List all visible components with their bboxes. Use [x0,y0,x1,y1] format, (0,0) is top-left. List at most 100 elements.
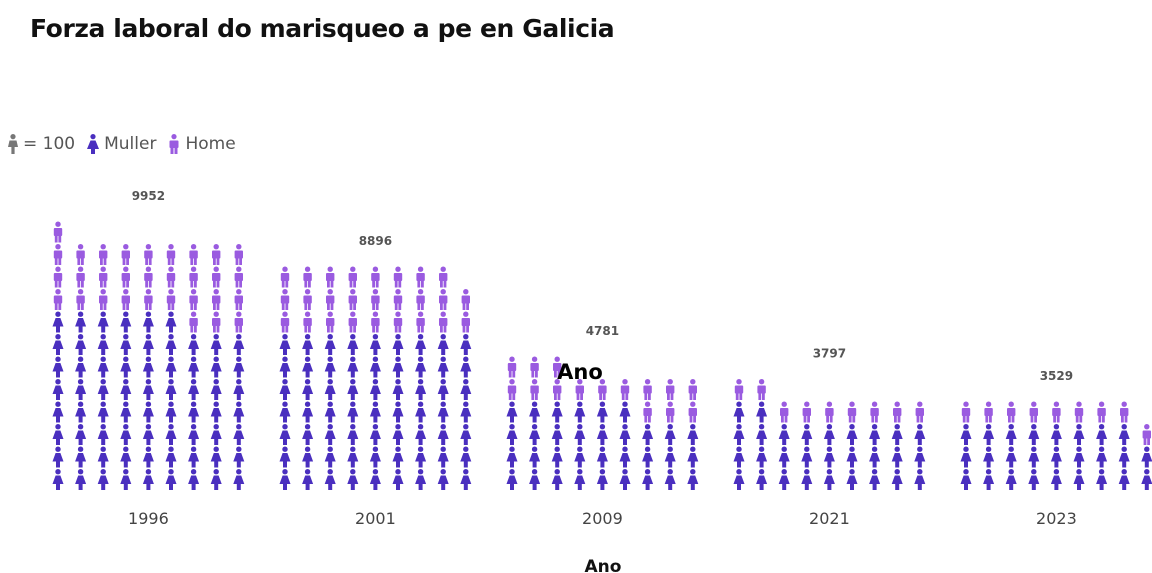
woman-icon [302,424,314,445]
woman-icon [664,469,676,490]
woman-icon [324,469,336,490]
woman-icon [52,469,64,490]
category-label-2023: 2023 [1036,509,1077,528]
woman-icon [415,424,427,445]
woman-icon [1118,469,1130,490]
woman-icon [415,446,427,468]
total-label-2009: 4781 [586,324,619,338]
woman-icon [233,356,245,378]
man-icon [53,221,63,243]
woman-icon [210,334,222,355]
woman-icon [1050,469,1062,490]
category-label-2009: 2009 [582,509,623,528]
woman-icon [120,469,132,490]
man-icon [553,379,562,400]
man-icon [393,311,403,333]
woman-icon [823,469,835,490]
woman-icon [437,424,449,445]
woman-icon [120,334,132,355]
woman-icon [279,356,291,378]
man-icon [76,266,85,288]
woman-icon [551,424,563,445]
woman-icon [529,424,541,445]
woman-icon [846,424,858,445]
woman-icon [279,334,291,355]
woman-icon [756,424,768,445]
woman-icon [188,424,200,445]
man-icon [825,401,834,423]
woman-icon [596,424,608,445]
woman-icon [347,356,359,378]
woman-icon [891,469,903,490]
man-icon [393,266,403,288]
legend-unit: = 100 [8,134,75,154]
woman-icon [87,134,100,154]
woman-icon [142,311,154,333]
man-icon [1007,401,1016,423]
legend-item-home[interactable]: Home [168,134,236,154]
man-icon [416,266,425,288]
man-icon [734,379,744,400]
woman-icon [392,424,404,445]
woman-icon [165,469,177,490]
man-icon [303,289,312,310]
woman-icon [75,334,87,355]
woman-icon [324,401,336,423]
man-icon [598,379,607,400]
woman-icon [324,334,336,355]
man-icon [643,401,652,423]
woman-icon [347,401,359,423]
man-icon [169,134,179,154]
woman-icon [1096,424,1108,445]
woman-icon [188,379,200,400]
woman-icon [52,334,64,355]
group-2001: 8896 2001 [279,234,472,528]
woman-icon [778,446,790,468]
woman-icon [279,446,291,468]
woman-icon [869,446,881,468]
woman-icon [415,401,427,423]
man-icon [530,356,539,378]
man-icon [212,289,221,310]
man-icon [666,401,675,423]
man-icon [348,289,357,310]
woman-icon [619,401,631,423]
man-icon [461,289,470,310]
man-icon [121,244,130,265]
woman-icon [75,446,87,468]
woman-icon [823,424,835,445]
man-icon [643,379,652,400]
man-icon [303,311,312,333]
woman-icon [210,424,222,445]
man-icon [189,244,198,265]
man-icon [212,266,221,288]
woman-icon [97,469,109,490]
legend-label-home: Home [185,134,236,154]
man-icon [757,379,766,400]
woman-icon [75,311,87,333]
woman-icon [279,424,291,445]
man-icon [234,266,243,288]
legend-label-muller: Muller [104,134,157,154]
legend-item-muller[interactable]: Muller [87,134,156,154]
woman-icon [983,424,995,445]
woman-icon [279,401,291,423]
woman-icon [619,446,631,468]
legend: = 100 Muller Home [8,132,248,156]
woman-icon [392,379,404,400]
man-icon [507,379,517,400]
woman-icon [369,356,381,378]
person-icon [8,134,18,154]
woman-icon [687,446,699,468]
man-icon [144,266,153,288]
man-icon [780,401,789,423]
woman-icon [574,401,586,423]
woman-icon [392,469,404,490]
man-icon [893,401,902,423]
woman-icon [369,379,381,400]
woman-icon [75,379,87,400]
woman-icon [1141,469,1152,490]
woman-icon [324,446,336,468]
woman-icon [52,446,64,468]
man-icon [234,289,243,310]
